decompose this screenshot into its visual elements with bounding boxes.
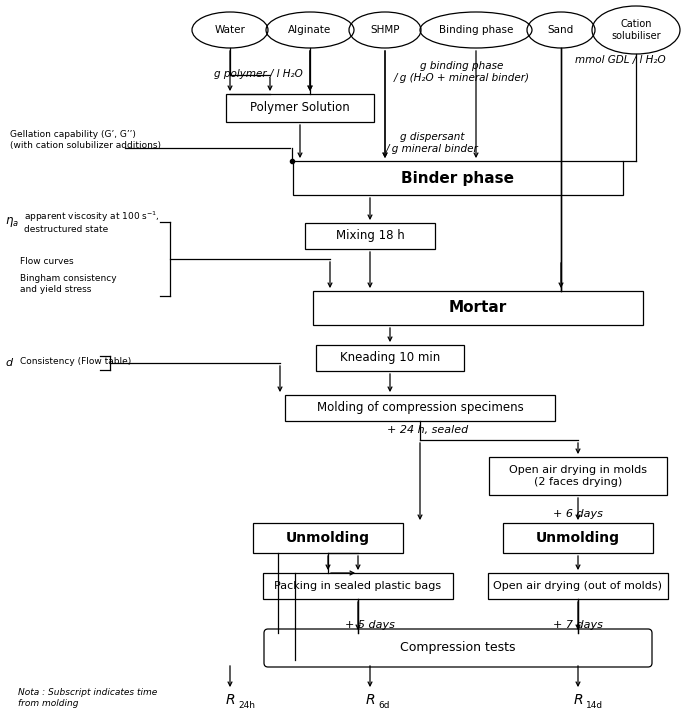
Text: Unmolding: Unmolding (286, 531, 370, 545)
Text: g polymer / l H₂O: g polymer / l H₂O (214, 69, 302, 79)
Text: Mortar: Mortar (449, 300, 507, 316)
Text: Open air drying (out of molds): Open air drying (out of molds) (493, 581, 662, 591)
Text: 24h: 24h (238, 701, 255, 710)
Bar (503, 523, 653, 553)
Text: Kneading 10 min: Kneading 10 min (340, 351, 440, 364)
Text: + 24 h, sealed: + 24 h, sealed (388, 425, 469, 435)
Text: Compression tests: Compression tests (400, 641, 516, 654)
Bar (305, 223, 435, 249)
Text: $R$: $R$ (365, 693, 375, 707)
Text: 6d: 6d (378, 701, 390, 710)
Text: Packing in sealed plastic bags: Packing in sealed plastic bags (275, 581, 442, 591)
Text: 14d: 14d (586, 701, 603, 710)
Text: + 7 days: + 7 days (553, 620, 603, 630)
Bar (263, 573, 453, 599)
Text: g binding phase
/ g (H₂O + mineral binder): g binding phase / g (H₂O + mineral binde… (394, 62, 530, 83)
Text: Nota : Subscript indicates time
from molding: Nota : Subscript indicates time from mol… (18, 689, 158, 707)
Text: Molding of compression specimens: Molding of compression specimens (316, 402, 523, 415)
Text: Polymer Solution: Polymer Solution (250, 101, 350, 114)
Bar (316, 345, 464, 371)
Text: Mixing 18 h: Mixing 18 h (336, 230, 404, 243)
Text: Gellation capability (G’, G’’)
(with cation solubilizer additions): Gellation capability (G’, G’’) (with cat… (10, 130, 161, 150)
Text: Sand: Sand (548, 25, 574, 35)
Text: Water: Water (214, 25, 245, 35)
Text: g dispersant
/ g mineral binder: g dispersant / g mineral binder (386, 132, 478, 153)
Bar (488, 573, 668, 599)
Text: Open air drying in molds
(2 faces drying): Open air drying in molds (2 faces drying… (509, 466, 647, 487)
Bar (226, 94, 374, 122)
Bar (293, 161, 623, 195)
Text: mmol GDL / l H₂O: mmol GDL / l H₂O (575, 55, 665, 65)
Text: SHMP: SHMP (371, 25, 400, 35)
Text: Consistency (Flow table): Consistency (Flow table) (20, 358, 132, 366)
Text: + 6 days: + 6 days (553, 509, 603, 519)
Text: Flow curves: Flow curves (20, 258, 73, 266)
Bar (313, 291, 643, 325)
Text: apparent viscosity at 100 s$^{-1}$,
destructured state: apparent viscosity at 100 s$^{-1}$, dest… (24, 210, 160, 235)
Text: $R$: $R$ (225, 693, 235, 707)
Text: $d$: $d$ (5, 356, 14, 368)
Text: Alginate: Alginate (288, 25, 332, 35)
Text: Binding phase: Binding phase (439, 25, 513, 35)
Text: Bingham consistency
and yield stress: Bingham consistency and yield stress (20, 274, 116, 294)
Text: $R$: $R$ (573, 693, 583, 707)
Bar (489, 457, 667, 495)
Text: Binder phase: Binder phase (401, 170, 514, 185)
Text: Unmolding: Unmolding (536, 531, 620, 545)
Text: Cation
solubiliser: Cation solubiliser (611, 20, 661, 41)
Bar (253, 523, 403, 553)
Bar (285, 395, 555, 421)
Text: + 5 days: + 5 days (345, 620, 395, 630)
Text: $\eta_a$: $\eta_a$ (5, 215, 19, 229)
